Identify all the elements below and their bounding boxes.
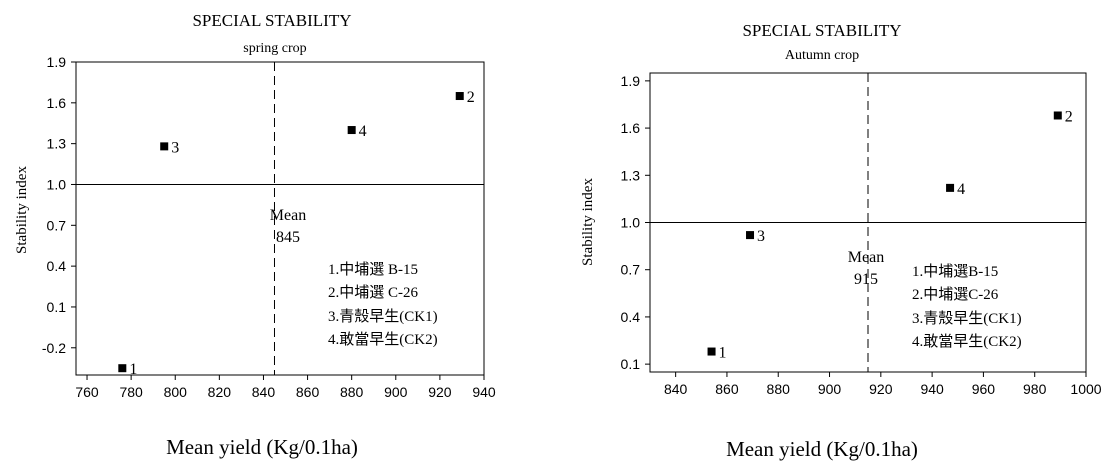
chart-subtitle: Autumn crop [785, 48, 859, 63]
y-tick-label: 1.6 [47, 95, 67, 111]
x-tick-label: 820 [208, 384, 232, 400]
y-tick-label: 0.7 [621, 262, 641, 278]
chart-title: SPECIAL STABILITY [192, 11, 351, 30]
mean-label: Mean [848, 249, 884, 266]
mean-label: Mean [270, 207, 306, 224]
data-point-label: 3 [171, 139, 179, 156]
y-tick-label: 1.9 [621, 73, 641, 89]
chart-subtitle: spring crop [243, 41, 306, 56]
y-tick-label: 0.1 [621, 356, 641, 372]
data-point-label: 2 [467, 89, 475, 106]
legend-entry: 3.青殼早生(CK1) [912, 310, 1022, 327]
y-tick-label: -0.2 [42, 340, 66, 356]
x-tick-label: 880 [340, 384, 364, 400]
x-tick-label: 860 [296, 384, 320, 400]
x-tick-label: 860 [715, 381, 739, 397]
plot-frame [75, 61, 485, 376]
data-point-label: 4 [359, 123, 367, 140]
y-tick-label: 1.3 [47, 136, 67, 152]
x-tick-label: 900 [384, 384, 408, 400]
data-point [160, 142, 169, 151]
legend-entry: 1.中埔選B-15 [912, 263, 998, 280]
x-tick-label: 940 [472, 384, 496, 400]
x-axis-label: Mean yield (Kg/0.1ha) [726, 437, 918, 461]
mean-value: 845 [276, 229, 300, 246]
legend-entry: 4.敢當早生(CK2) [328, 331, 438, 348]
x-tick-label: 920 [869, 381, 893, 397]
x-tick-label: 880 [767, 381, 791, 397]
chart-title: SPECIAL STABILITY [742, 21, 901, 40]
x-axis-label: Mean yield (Kg/0.1ha) [166, 435, 358, 459]
x-tick-label: 780 [119, 384, 143, 400]
y-tick-label: 1.9 [47, 54, 67, 70]
y-axis-label: Stability index [580, 178, 596, 266]
x-tick-label: 800 [164, 384, 188, 400]
y-tick-label: 0.4 [47, 258, 67, 274]
data-point-label: 1 [129, 361, 137, 378]
data-point [946, 183, 955, 192]
data-point [1053, 111, 1062, 120]
y-tick-label: 1.0 [47, 176, 67, 192]
data-point-label: 2 [1065, 108, 1073, 125]
chart-spring: SPECIAL STABILITY spring crop Stability … [14, 11, 496, 459]
legend-entry: 2.中埔選 C-26 [328, 284, 419, 301]
data-point [118, 364, 127, 373]
mean-value: 915 [854, 271, 878, 288]
x-tick-label: 840 [664, 381, 688, 397]
data-point-label: 3 [757, 228, 765, 245]
x-tick-label: 920 [428, 384, 452, 400]
legend-entry: 1.中埔選 B-15 [328, 261, 418, 278]
legend-entry: 3.青殼早生(CK1) [328, 308, 438, 325]
y-tick-label: 1.6 [621, 120, 641, 136]
x-tick-label: 980 [1023, 381, 1047, 397]
x-tick-label: 960 [972, 381, 996, 397]
data-point-label: 4 [957, 181, 965, 198]
x-tick-label: 760 [75, 384, 99, 400]
y-tick-label: 0.4 [621, 309, 641, 325]
data-point [707, 347, 716, 356]
legend: 1.中埔選B-15 2.中埔選C-26 3.青殼早生(CK1) 4.敢當早生(C… [912, 263, 1022, 350]
data-point [746, 231, 755, 240]
y-tick-label: 0.1 [47, 299, 67, 315]
data-point [347, 126, 356, 135]
x-tick-label: 1000 [1070, 381, 1101, 397]
data-point [455, 92, 464, 101]
x-tick-label: 940 [920, 381, 944, 397]
x-tick-label: 840 [252, 384, 276, 400]
y-tick-label: 0.7 [47, 217, 67, 233]
y-tick-label: 1.3 [621, 167, 641, 183]
x-tick-label: 900 [818, 381, 842, 397]
data-point-label: 1 [719, 345, 727, 362]
legend: 1.中埔選 B-15 2.中埔選 C-26 3.青殼早生(CK1) 4.敢當早生… [328, 261, 438, 348]
chart-autumn: SPECIAL STABILITY Autumn crop Stability … [580, 21, 1102, 461]
y-axis-label: Stability index [14, 166, 30, 254]
legend-entry: 2.中埔選C-26 [912, 286, 999, 303]
legend-entry: 4.敢當早生(CK2) [912, 333, 1022, 350]
y-tick-label: 1.0 [621, 215, 641, 231]
